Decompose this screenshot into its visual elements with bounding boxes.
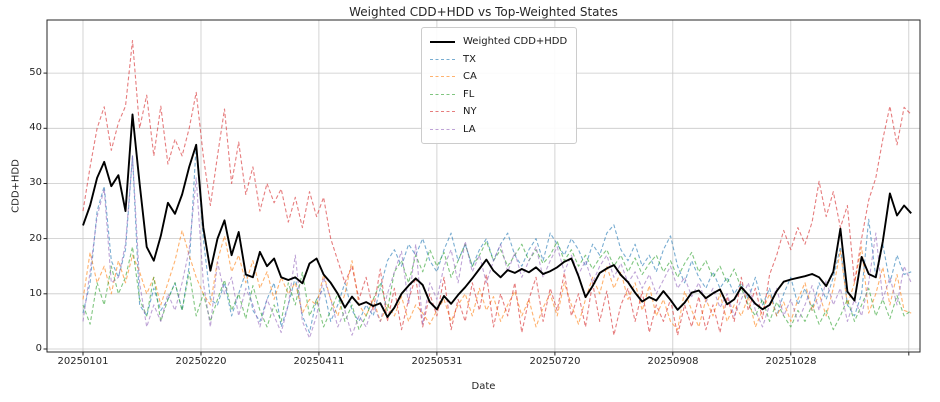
series-line-weighted-cdd+hdd <box>82 113 912 318</box>
legend-line-fl <box>430 93 455 95</box>
chart-title: Weighted CDD+HDD vs Top-Weighted States <box>349 5 618 19</box>
y-tick-label: 50 <box>29 67 42 78</box>
legend-item-tx: TX <box>430 51 567 69</box>
x-tick-label: 20250720 <box>529 356 581 367</box>
legend-label: TX <box>463 53 476 65</box>
legend-label: FL <box>463 88 475 100</box>
x-tick-label: 20250101 <box>57 356 109 367</box>
legend-item-ny: NY <box>430 103 567 121</box>
legend-label: NY <box>463 106 477 118</box>
x-tick-label: 20251028 <box>765 356 817 367</box>
y-tick-label: 0 <box>35 343 42 354</box>
legend-label: Weighted CDD+HDD <box>463 36 568 48</box>
legend-line-tx <box>430 58 455 60</box>
x-tick-label: 20250411 <box>293 356 345 367</box>
y-tick-label: 20 <box>29 233 42 244</box>
legend-item-ca: CA <box>430 68 567 86</box>
y-tick-label: 10 <box>29 288 42 299</box>
legend-item-la: LA <box>430 121 567 139</box>
legend-label: LA <box>463 123 476 135</box>
legend-item-fl: FL <box>430 86 567 104</box>
x-tick-label: 20250531 <box>411 356 463 367</box>
legend-line-ca <box>430 76 455 78</box>
plot-border <box>46 19 921 353</box>
legend-line-ny <box>430 111 455 113</box>
y-tick-label: 30 <box>29 177 42 188</box>
legend-label: CA <box>463 71 477 83</box>
x-axis-label: Date <box>471 381 496 392</box>
legend-line-la <box>430 128 455 130</box>
legend: Weighted CDD+HDD TX CA FL NY LA <box>421 27 578 144</box>
series-line-tx <box>82 144 912 334</box>
series-line-ny <box>82 39 912 336</box>
x-tick-label: 20250220 <box>175 356 227 367</box>
y-tick-label: 40 <box>29 122 42 133</box>
legend-line-weighted <box>430 40 455 43</box>
series-line-fl <box>82 240 912 331</box>
x-tick-label: 20250908 <box>647 356 699 367</box>
legend-item-weighted: Weighted CDD+HDD <box>430 33 567 51</box>
